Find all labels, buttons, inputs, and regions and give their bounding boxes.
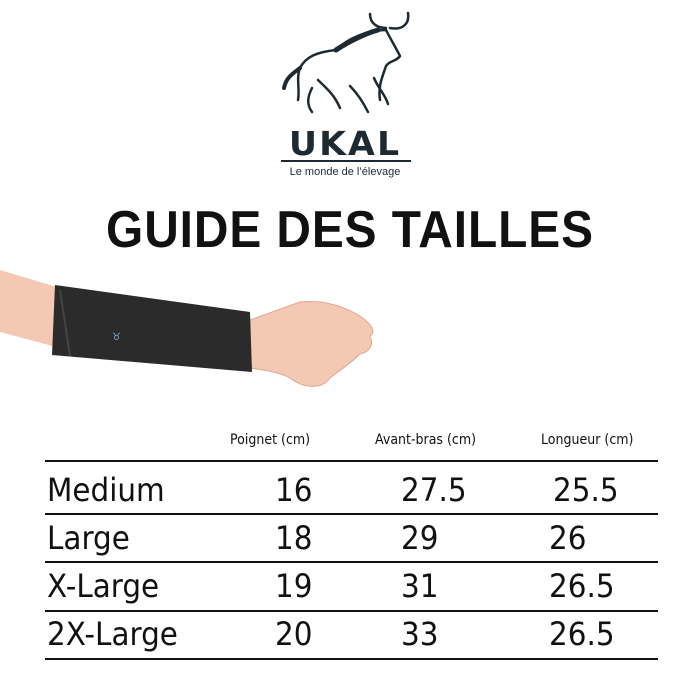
brand-logo-text: UKAL bbox=[288, 124, 402, 163]
table-rule bbox=[45, 658, 658, 660]
size-label: 2X-Large bbox=[47, 615, 178, 653]
logo-tagline: Le monde de l’élevage bbox=[289, 166, 401, 178]
column-header-forearm: Avant-bras (cm) bbox=[375, 432, 477, 448]
length-value: 26.5 bbox=[549, 567, 615, 605]
forearm-value: 31 bbox=[401, 567, 439, 605]
table-rule bbox=[45, 513, 658, 515]
column-header-length: Longueur (cm) bbox=[541, 432, 634, 448]
wrist-value: 20 bbox=[275, 615, 313, 653]
forearm-value: 27.5 bbox=[401, 471, 467, 509]
length-value: 25.5 bbox=[553, 471, 619, 509]
table-rule bbox=[45, 460, 658, 462]
logo-divider bbox=[281, 160, 411, 162]
wrist-value: 18 bbox=[275, 519, 313, 557]
sleeve-logo-icon: ♉ bbox=[112, 332, 121, 343]
bull-logo-icon bbox=[282, 11, 410, 114]
arm-sleeve-image: ♉ bbox=[0, 270, 374, 387]
size-label: Medium bbox=[47, 471, 165, 509]
wrist-value: 16 bbox=[275, 471, 313, 509]
size-label: Large bbox=[47, 519, 130, 557]
size-label: X-Large bbox=[47, 567, 160, 605]
length-value: 26.5 bbox=[549, 615, 615, 653]
forearm-value: 33 bbox=[401, 615, 439, 653]
wrist-value: 19 bbox=[275, 567, 313, 605]
page-title: GUIDE DES TAILLES bbox=[106, 201, 594, 259]
forearm-value: 29 bbox=[401, 519, 439, 557]
length-value: 26 bbox=[549, 519, 587, 557]
table-rule bbox=[45, 561, 658, 563]
table-rule bbox=[45, 610, 658, 612]
column-header-wrist: Poignet (cm) bbox=[230, 432, 311, 448]
